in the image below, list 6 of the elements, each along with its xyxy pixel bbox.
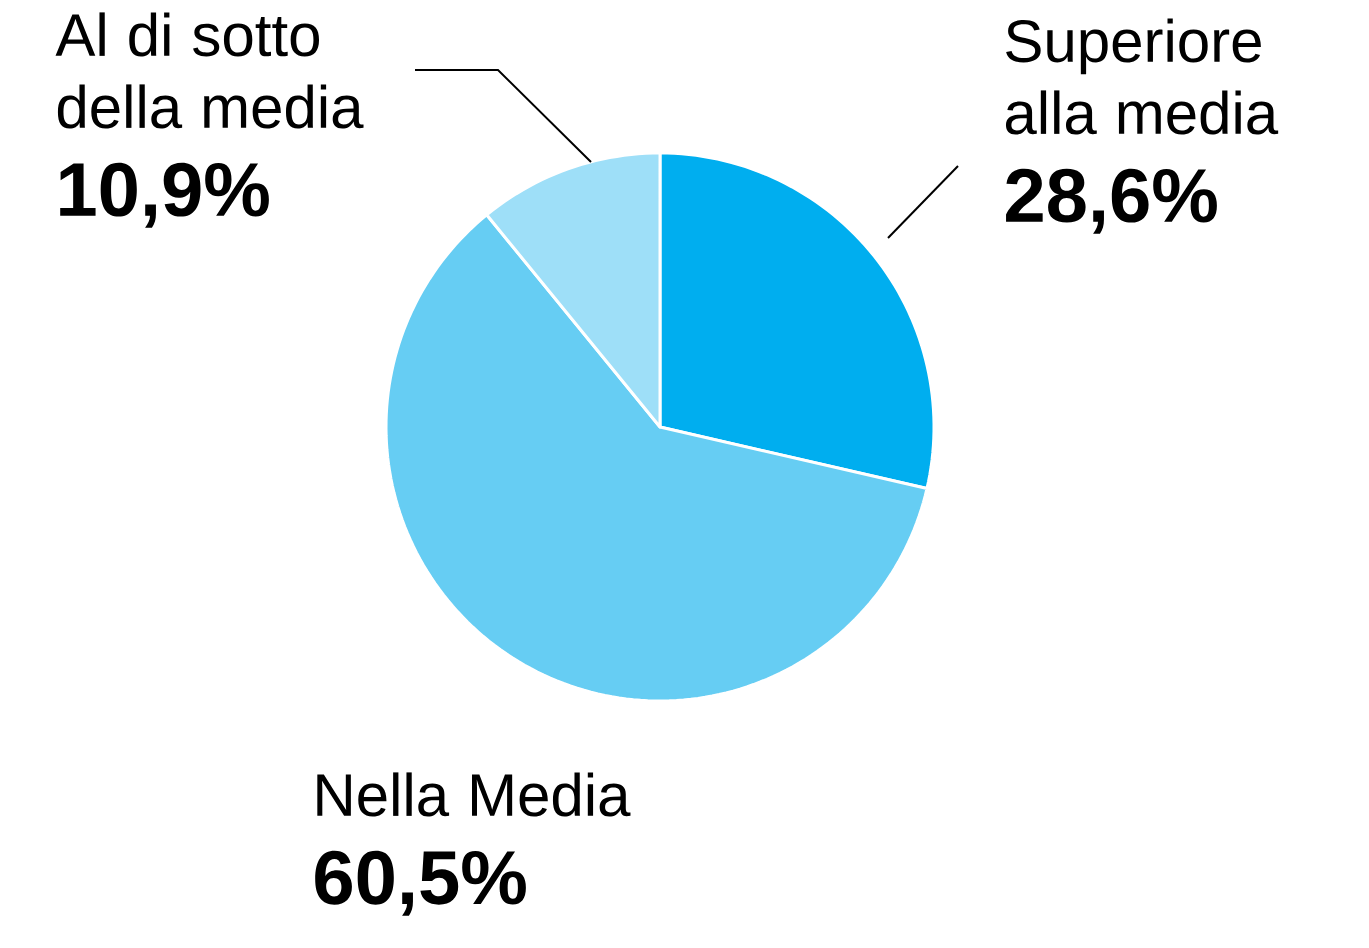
slice-label: Nella Media — [317, 772, 631, 817]
data-label: 10,9% — [60, 162, 269, 228]
slice-label: Superiore alla media — [1005, 18, 1279, 135]
slice-label: Al di sotto della media — [55, 12, 364, 129]
data-label: 28,6% — [1006, 168, 1217, 234]
data-label: 60,5% — [315, 850, 526, 916]
